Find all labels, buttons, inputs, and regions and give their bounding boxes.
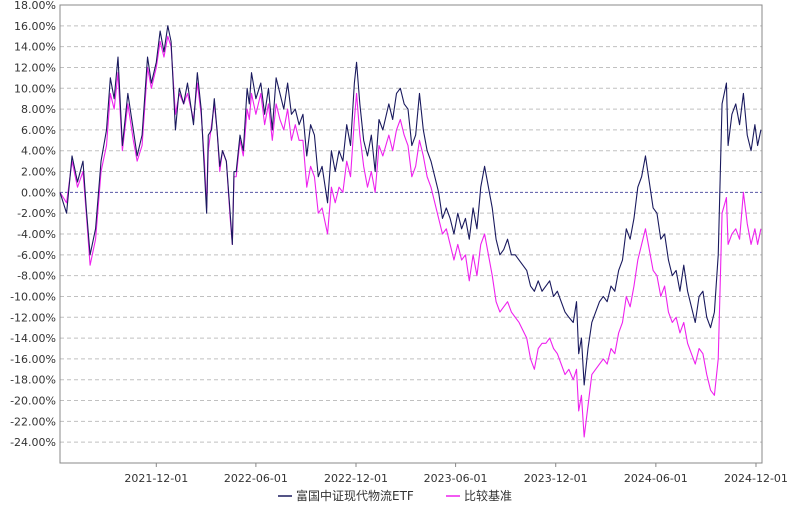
- x-tick-label: 2024-12-01: [724, 472, 788, 485]
- y-tick-label: -22.00%: [10, 415, 56, 428]
- y-tick-label: -6.00%: [17, 249, 56, 262]
- legend-item-fund-label: 富国中证现代物流ETF: [296, 488, 414, 503]
- legend: 富国中证现代物流ETF 比较基准: [278, 488, 512, 503]
- y-tick-label: -16.00%: [10, 353, 56, 366]
- y-tick-label: -24.00%: [10, 436, 56, 449]
- x-axis-ticks: 2021-12-01 2022-06-01 2022-12-01 2023-06-01…: [124, 463, 788, 485]
- y-tick-label: 14.00%: [14, 41, 56, 54]
- axes: [59, 4, 763, 464]
- series-line-fund: [59, 25, 762, 386]
- y-tick-label: -18.00%: [10, 374, 56, 387]
- y-tick-label: 10.00%: [14, 82, 56, 95]
- x-tick-label: 2022-12-01: [324, 472, 388, 485]
- y-tick-label: 6.00%: [21, 124, 56, 137]
- x-tick-label: 2022-06-01: [224, 472, 288, 485]
- x-tick-label: 2024-06-01: [624, 472, 688, 485]
- y-tick-label: 12.00%: [14, 61, 56, 74]
- series-lines: [59, 25, 762, 438]
- y-tick-label: -4.00%: [17, 228, 56, 241]
- y-tick-label: 0.00%: [21, 186, 56, 199]
- y-tick-label: -2.00%: [17, 207, 56, 220]
- plot-frame: [59, 4, 763, 464]
- y-tick-label: 18.00%: [14, 0, 56, 12]
- y-tick-label: 16.00%: [14, 20, 56, 33]
- y-tick-label: -20.00%: [10, 395, 56, 408]
- y-tick-label: -10.00%: [10, 290, 56, 303]
- legend-item-benchmark-label: 比较基准: [464, 488, 512, 503]
- y-tick-label: -12.00%: [10, 311, 56, 324]
- grid-lines: [60, 4, 762, 443]
- y-tick-label: -14.00%: [10, 332, 56, 345]
- y-tick-label: 4.00%: [21, 145, 56, 158]
- y-tick-label: -8.00%: [17, 270, 56, 283]
- x-tick-label: 2023-06-01: [424, 472, 488, 485]
- y-tick-label: 2.00%: [21, 166, 56, 179]
- x-tick-label: 2021-12-01: [124, 472, 188, 485]
- x-tick-label: 2023-12-01: [524, 472, 588, 485]
- series-line-benchmark: [59, 35, 762, 438]
- y-tick-label: 8.00%: [21, 103, 56, 116]
- y-axis-ticks: 18.00% 16.00% 14.00% 12.00% 10.00% 8.00% 6.00%…: [10, 0, 56, 449]
